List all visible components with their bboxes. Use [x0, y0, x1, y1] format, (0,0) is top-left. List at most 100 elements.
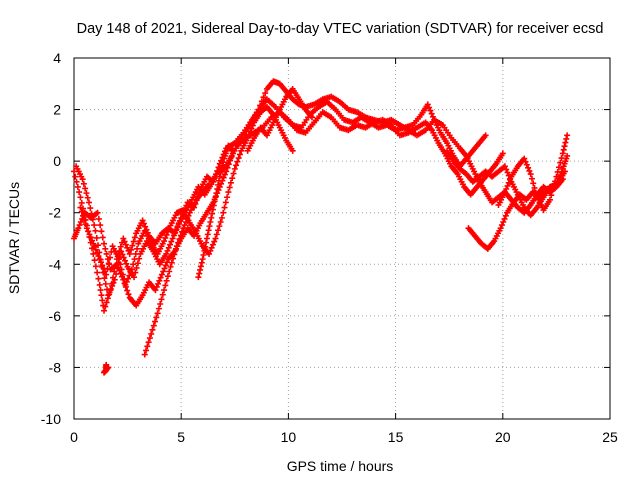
data-point	[224, 194, 231, 201]
data-point	[120, 235, 127, 242]
data-point	[206, 181, 213, 188]
data-point	[87, 234, 94, 241]
data-point	[77, 194, 84, 201]
data-point	[123, 260, 130, 267]
data-point	[155, 280, 162, 287]
data-point	[96, 256, 103, 263]
data-point	[525, 164, 532, 171]
data-point	[557, 159, 564, 166]
data-point	[428, 110, 435, 117]
data-point	[92, 246, 99, 253]
data-point	[195, 274, 202, 281]
data-point	[209, 206, 216, 213]
data-point	[230, 170, 237, 177]
data-point	[161, 265, 168, 272]
data-point	[105, 260, 112, 267]
data-point	[97, 222, 104, 229]
data-point	[96, 281, 103, 288]
data-point	[129, 242, 136, 249]
data-point	[170, 255, 177, 262]
data-point	[133, 264, 140, 271]
data-point	[503, 185, 510, 192]
data-point	[181, 222, 188, 229]
data-point	[94, 269, 101, 276]
data-point	[152, 318, 159, 325]
data-point	[236, 151, 243, 158]
data-point	[115, 264, 122, 271]
data-point	[521, 155, 528, 162]
series-arc-6	[195, 142, 236, 281]
data-point	[89, 237, 96, 244]
x-tick-label: 0	[70, 429, 78, 445]
data-point	[168, 259, 175, 266]
data-point	[118, 266, 125, 273]
data-point	[122, 281, 129, 288]
data-point	[156, 277, 163, 284]
data-point	[145, 339, 152, 346]
data-point	[164, 273, 171, 280]
data-point	[238, 137, 245, 144]
data-point	[76, 189, 83, 196]
data-point	[162, 282, 169, 289]
data-point	[92, 227, 99, 234]
data-point	[564, 152, 571, 159]
data-point	[139, 217, 146, 224]
data-point	[163, 250, 170, 257]
data-point	[175, 239, 182, 246]
data-point	[124, 244, 131, 251]
data-point	[526, 167, 533, 174]
y-tick-label: 0	[53, 153, 61, 169]
data-point	[77, 218, 84, 225]
data-point	[94, 249, 101, 256]
data-point	[531, 184, 538, 191]
data-point	[205, 227, 212, 234]
data-point	[482, 132, 489, 139]
data-point	[213, 190, 220, 197]
data-point	[78, 199, 85, 206]
data-point	[244, 134, 251, 141]
data-point	[104, 365, 111, 372]
data-point	[212, 235, 219, 242]
data-point	[427, 107, 434, 114]
data-point	[99, 297, 106, 304]
data-point	[211, 198, 218, 205]
data-point	[197, 266, 204, 273]
data-point	[204, 231, 211, 238]
data-point	[215, 227, 222, 234]
data-point	[86, 199, 93, 206]
data-point	[208, 214, 215, 221]
data-point	[499, 150, 506, 157]
data-point	[131, 274, 138, 281]
data-point	[207, 218, 214, 225]
data-point	[122, 257, 129, 264]
data-point	[249, 122, 256, 129]
data-point	[197, 263, 204, 270]
data-point	[210, 202, 217, 209]
data-point	[101, 307, 108, 314]
data-point	[74, 183, 81, 190]
data-point	[157, 274, 164, 281]
data-point	[83, 190, 90, 197]
data-point	[530, 180, 537, 187]
data-point	[224, 164, 231, 171]
data-point	[221, 171, 228, 178]
data-point	[228, 154, 235, 161]
x-axis-label: GPS time / hours	[287, 458, 394, 474]
data-point	[227, 179, 234, 186]
data-point	[218, 214, 225, 221]
series-arc-11	[101, 361, 112, 376]
data-point	[161, 238, 168, 245]
data-point	[229, 147, 236, 154]
data-point	[104, 265, 111, 272]
data-point	[225, 189, 232, 196]
data-point	[172, 247, 179, 254]
y-tick-label: 4	[53, 50, 61, 66]
data-point	[80, 180, 87, 187]
data-point	[131, 234, 138, 241]
data-point	[172, 229, 179, 236]
data-point	[501, 215, 508, 222]
data-point	[134, 245, 141, 252]
data-point	[498, 222, 505, 229]
data-point	[206, 250, 213, 257]
data-point	[125, 275, 132, 282]
